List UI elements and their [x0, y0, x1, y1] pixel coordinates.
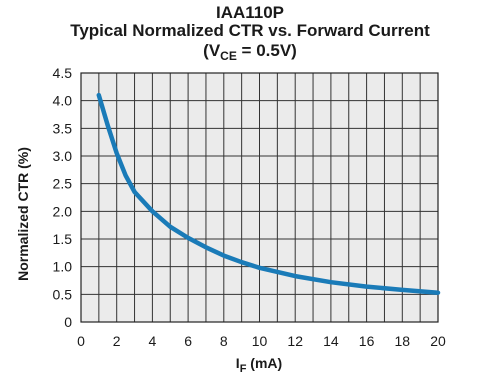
- x-axis-ticks: 0 2 4 6 8 10 12 14 16 18 20: [77, 333, 446, 349]
- x-tick-label: 18: [395, 333, 411, 349]
- y-tick-label: 0.5: [53, 286, 73, 302]
- condition-suffix: = 0.5V): [237, 41, 297, 60]
- xlabel-subscript: F: [240, 363, 247, 375]
- y-tick-label: 4.0: [53, 93, 73, 109]
- x-tick-label: 10: [252, 333, 268, 349]
- y-tick-label: 4.5: [53, 65, 73, 81]
- y-tick-label: 0: [64, 314, 72, 330]
- plot-area: [80, 72, 441, 323]
- y-tick-label: 1.0: [53, 259, 73, 275]
- series-line-0: [96, 92, 441, 295]
- xlabel-main: I: [236, 355, 240, 371]
- y-tick-label: 2.5: [53, 176, 73, 192]
- x-tick-label: 0: [77, 333, 85, 349]
- x-tick-label: 4: [149, 333, 157, 349]
- x-axis-label: IF (mA): [236, 355, 282, 375]
- y-tick-label: 3.0: [53, 148, 73, 164]
- y-tick-label: 1.5: [53, 231, 73, 247]
- condition-prefix: (V: [203, 41, 221, 60]
- x-tick-label: 8: [220, 333, 228, 349]
- plot-frame: [80, 72, 439, 323]
- y-axis-ticks: 0 0.5 1.0 1.5 2.0 2.5 3.0 3.5 4.0 4.5: [53, 65, 73, 330]
- x-tick-label: 2: [113, 333, 121, 349]
- x-tick-label: 6: [184, 333, 192, 349]
- xlabel-suffix: (mA): [246, 355, 282, 371]
- x-tick-label: 12: [287, 333, 303, 349]
- y-axis-label: Normalized CTR (%): [15, 147, 31, 281]
- x-tick-label: 14: [323, 333, 339, 349]
- y-tick-label: 3.5: [53, 120, 73, 136]
- x-tick-label: 16: [359, 333, 375, 349]
- chart-condition: (VCE = 0.5V): [203, 41, 297, 63]
- condition-subscript: CE: [220, 49, 237, 63]
- y-tick-label: 2.0: [53, 203, 73, 219]
- x-tick-label: 20: [430, 333, 446, 349]
- chart-title: IAA110P: [216, 3, 284, 22]
- chart-subtitle: Typical Normalized CTR vs. Forward Curre…: [70, 21, 430, 40]
